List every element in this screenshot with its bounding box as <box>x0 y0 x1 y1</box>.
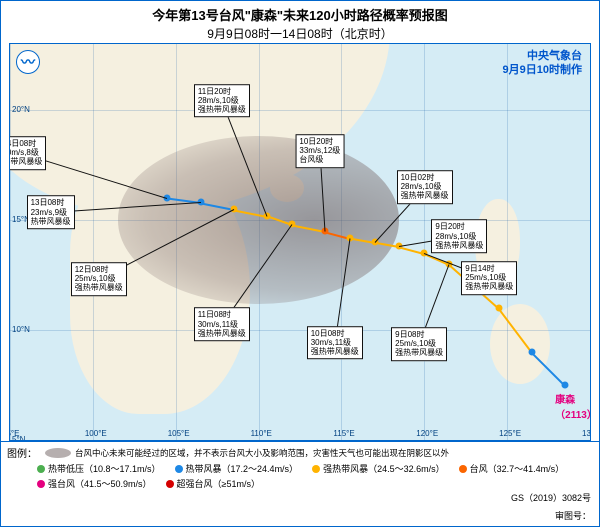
lon-tick: 100°E <box>85 429 107 438</box>
lon-tick: 125°E <box>499 429 521 438</box>
legend-dot <box>175 465 183 473</box>
legend-label: 强热带风暴（24.5～32.6m/s） <box>323 462 445 475</box>
legend: 图例： 台风中心未来可能经过的区域，并不表示台风大小及影响范围，灾害性天气也可能… <box>1 441 599 526</box>
title: 今年第13号台风"康森"未来120小时路径概率预报图 <box>1 5 599 24</box>
subtitle: 9月9日08时一14日08时（北京时） <box>1 25 599 42</box>
legend-dot <box>37 480 45 488</box>
track-point <box>495 305 502 312</box>
legend-dot <box>312 465 320 473</box>
track-point <box>529 349 536 356</box>
forecast-label: 11日20时28m/s,10级强热带风暴级 <box>194 84 250 118</box>
lon-tick: 105°E <box>168 429 190 438</box>
source-box: 中央气象台 9月9日10时制作 <box>503 50 582 78</box>
forecast-label: 10日08时30m/s,11级强热带风暴级 <box>307 326 363 360</box>
forecast-label: 14日08时20m/s,8级热带风暴级 <box>9 136 46 170</box>
forecast-label: 10日20时33m/s,12级台风级 <box>295 134 344 168</box>
legend-label: 台风（32.7～41.4m/s） <box>470 462 565 475</box>
gs-code: GS（2019）3082号 <box>511 491 591 504</box>
legend-title: 图例： <box>7 445 37 460</box>
legend-item: 热带低压（10.8～17.1m/s） <box>37 462 161 475</box>
lon-tick: 120°E <box>416 429 438 438</box>
land-ph2 <box>490 304 550 384</box>
lat-tick: 10°N <box>12 325 30 334</box>
legend-categories: 热带低压（10.8～17.1m/s） 热带风暴（17.2～24.4m/s） 强热带风… <box>7 462 593 490</box>
forecast-label: 10日02时28m/s,10级强热带风暴级 <box>397 170 453 204</box>
forecast-label: 12日08时25m/s,10级强热带风暴级 <box>71 262 127 296</box>
legend-item: 热带风暴（17.2～24.4m/s） <box>175 462 299 475</box>
lon-tick: 110°E <box>251 429 272 438</box>
forecast-label: 9日08时25m/s,10级强热带风暴级 <box>391 327 447 361</box>
legend-dot <box>459 465 467 473</box>
legend-item: 强台风（41.5～50.9m/s） <box>37 477 152 490</box>
legend-dot <box>37 465 45 473</box>
legend-label: 热带风暴（17.2～24.4m/s） <box>186 462 299 475</box>
legend-item: 台风（32.7～41.4m/s） <box>459 462 565 475</box>
lat-tick: 20°N <box>12 105 30 114</box>
legend-dot <box>166 480 174 488</box>
forecast-label: 9日14时25m/s,10级强热带风暴级 <box>461 261 517 295</box>
logo-icon: 〰 <box>16 50 40 74</box>
header: 今年第13号台风"康森"未来120小时路径概率预报图 9月9日08时一14日08… <box>1 1 599 44</box>
track-point <box>562 382 569 389</box>
review-label: 审图号： <box>555 509 591 522</box>
source-time: 9月9日10时制作 <box>503 64 582 78</box>
legend-item: 超强台风（≥51m/s） <box>166 477 260 490</box>
lon-tick: 130°E <box>582 429 591 438</box>
legend-item: 强热带风暴（24.5～32.6m/s） <box>312 462 445 475</box>
legend-cone-text: 台风中心未来可能经过的区域，并不表示台风大小及影响范围，灾害性天气也可能出现在阴… <box>75 447 449 459</box>
forecast-label: 11日08时30m/s,11级强热带风暴级 <box>194 308 250 342</box>
probability-cone <box>118 136 400 303</box>
typhoon-name: 康森（2113） <box>555 391 591 421</box>
legend-label: 强台风（41.5～50.9m/s） <box>48 477 152 490</box>
source-org: 中央气象台 <box>503 50 582 64</box>
legend-cone-desc: 图例： 台风中心未来可能经过的区域，并不表示台风大小及影响范围，灾害性天气也可能… <box>7 445 593 460</box>
forecast-label: 13日08时23m/s,9级热带风暴级 <box>27 196 75 230</box>
map-area: 〰 中央气象台 9月9日10时制作 95°E100°E105°E110°E115… <box>9 43 591 441</box>
legend-cone-swatch <box>45 448 71 458</box>
lon-tick: 115°E <box>333 429 354 438</box>
forecast-label: 9日20时28m/s,10级强热带风暴级 <box>431 220 487 254</box>
legend-label: 超强台风（≥51m/s） <box>177 477 260 490</box>
figure-container: 今年第13号台风"康森"未来120小时路径概率预报图 9月9日08时一14日08… <box>0 0 600 527</box>
legend-label: 热带低压（10.8～17.1m/s） <box>48 462 161 475</box>
